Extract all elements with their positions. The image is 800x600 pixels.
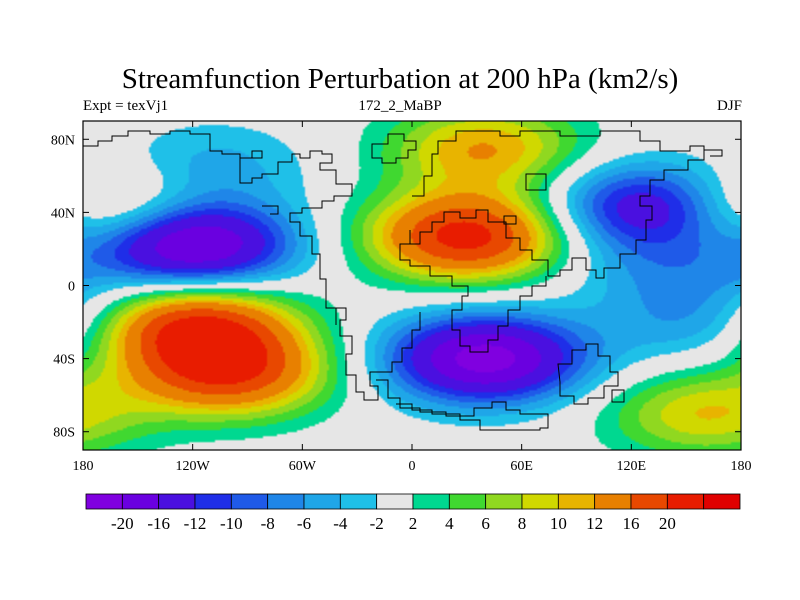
experiment-label: Expt = texVj1	[83, 98, 169, 114]
north-america-outline	[83, 130, 353, 325]
case-label: 172_2_MaBP	[358, 98, 442, 114]
island-outline-4	[262, 205, 279, 215]
colorbar-label: 20	[659, 514, 676, 533]
island-outline-1	[240, 150, 263, 159]
y-tick-label: 40S	[53, 353, 75, 368]
colorbar-label: 8	[518, 514, 527, 533]
x-tick-label: 0	[409, 459, 416, 474]
colorbar-label: -2	[370, 514, 384, 533]
y-tick-label: 80S	[53, 426, 75, 441]
colorbar-box	[194, 493, 232, 510]
latitude-ticks: 80N 40N 0 40S 80S	[51, 133, 741, 441]
colorbar-label: -4	[333, 514, 348, 533]
colorbar-box	[485, 493, 523, 510]
x-tick-label: 60W	[289, 459, 317, 474]
colorbar-box	[121, 493, 160, 510]
colorbar-box	[412, 493, 450, 510]
island-outline-3	[704, 149, 723, 157]
longitude-ticks: 180 120W 60W 0 60E 120E 180	[73, 121, 752, 474]
x-tick-label: 60E	[510, 459, 533, 474]
colorbar-label: -8	[261, 514, 275, 533]
antarctica-outline	[376, 379, 549, 431]
colorbar-box	[267, 493, 305, 510]
island-outline-2	[525, 173, 547, 191]
streamfunction-field	[83, 121, 741, 450]
colorbar-label: 6	[481, 514, 490, 533]
colorbar-label: -16	[147, 514, 170, 533]
island-outline-5	[503, 215, 517, 225]
colorbar-label: 16	[623, 514, 640, 533]
colorbar: -20 -16 -12 -10 -8 -6 -4 -2 2 4 6 8 10 12 16 20	[85, 493, 741, 533]
colorbar-label: 10	[550, 514, 567, 533]
australia-outline	[557, 343, 619, 405]
colorbar-label: -10	[220, 514, 243, 533]
south-america-outline	[326, 307, 421, 401]
plot-title: Streamfunction Perturbation at 200 hPa (…	[121, 63, 679, 95]
island-outline-6	[611, 389, 625, 403]
y-tick-label: 0	[68, 280, 75, 295]
y-tick-label: 40N	[51, 206, 75, 221]
colorbar-box	[376, 493, 414, 510]
x-tick-label: 120W	[176, 459, 211, 474]
colorbar-box	[158, 493, 196, 510]
colorbar-label: 2	[409, 514, 418, 533]
colorbar-box	[666, 493, 705, 510]
continent-outlines	[83, 130, 723, 431]
colorbar-box	[230, 493, 269, 510]
colorbar-box	[339, 493, 378, 510]
x-tick-label: 180	[731, 459, 752, 474]
x-tick-label: 180	[73, 459, 94, 474]
africa-outline	[399, 243, 547, 353]
colorbar-box	[594, 493, 632, 510]
x-tick-label: 120E	[617, 459, 647, 474]
season-label: DJF	[716, 98, 742, 114]
colorbar-box	[448, 493, 487, 510]
greenland-outline	[371, 133, 417, 164]
eurasia-outline	[409, 130, 705, 279]
colorbar-box	[630, 493, 668, 510]
colorbar-box	[703, 493, 741, 510]
colorbar-label: 4	[445, 514, 454, 533]
colorbar-box	[557, 493, 596, 510]
colorbar-box	[303, 493, 341, 510]
colorbar-label: -6	[297, 514, 311, 533]
colorbar-label: -20	[111, 514, 134, 533]
colorbar-box	[521, 493, 559, 510]
colorbar-label: 12	[586, 514, 603, 533]
y-tick-label: 80N	[51, 133, 75, 148]
colorbar-box	[85, 493, 123, 510]
contour-field	[83, 121, 741, 450]
colorbar-label: -12	[184, 514, 207, 533]
